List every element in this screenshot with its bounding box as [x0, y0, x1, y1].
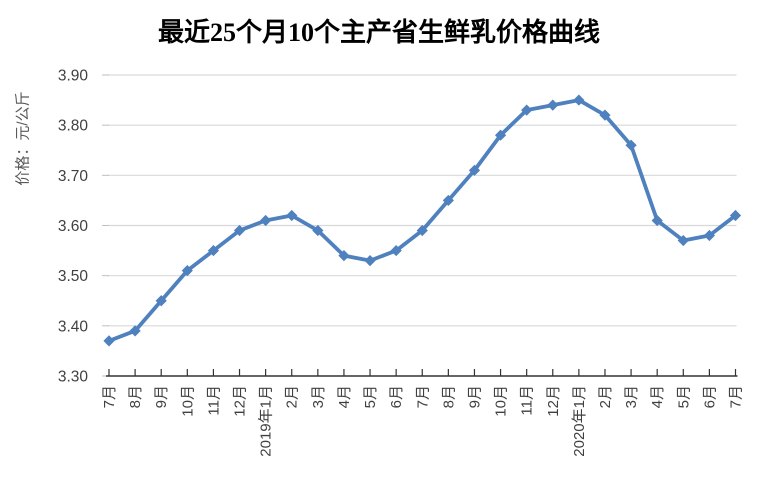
x-tick-label: 9月 [153, 385, 170, 408]
data-point-marker [390, 244, 402, 257]
x-tick-label: 2019年1月 [258, 385, 275, 457]
y-tick-label: 3.40 [58, 318, 89, 335]
x-tick-label: 12月 [545, 385, 562, 417]
x-tick-label: 8月 [127, 385, 144, 408]
x-tick-label: 4月 [649, 385, 666, 408]
y-tick-label: 3.70 [58, 168, 89, 185]
x-tick-label: 2月 [284, 385, 301, 408]
data-line [107, 98, 738, 343]
data-point-marker [155, 295, 167, 307]
x-tick-label: 2月 [597, 385, 614, 408]
data-point-marker [207, 244, 220, 257]
x-tick-label: 12月 [232, 385, 249, 417]
data-point-marker [442, 194, 454, 207]
data-point-marker [729, 209, 742, 222]
x-tick-label: 10月 [493, 385, 510, 417]
data-point-marker [364, 255, 376, 267]
x-tick-label: 6月 [701, 385, 718, 408]
x-tick-label: 5月 [675, 385, 692, 408]
y-tick-label: 3.50 [58, 268, 89, 285]
x-tick-label: 5月 [362, 385, 379, 408]
x-tick-label: 6月 [388, 385, 405, 408]
x-tick-label: 11月 [205, 385, 222, 416]
x-tick-label: 3月 [623, 385, 640, 408]
data-point-marker [599, 109, 611, 121]
data-point-marker [521, 104, 533, 116]
data-point-marker [181, 265, 193, 277]
x-tick-label: 9月 [466, 385, 483, 408]
data-point-marker [573, 94, 585, 106]
y-tick-label: 3.30 [58, 369, 89, 386]
y-tick-label: 3.80 [58, 118, 89, 135]
x-tick-label: 7月 [728, 385, 745, 408]
data-point-marker [547, 99, 559, 111]
x-tick-label: 8月 [440, 385, 457, 408]
x-tick-label: 10月 [179, 385, 196, 417]
data-point-marker [416, 224, 428, 237]
x-tick-label: 7月 [414, 385, 431, 408]
x-tick-label: 2020年1月 [571, 385, 588, 457]
data-point-marker [260, 214, 272, 227]
data-point-marker [703, 229, 715, 242]
data-point-marker [233, 224, 246, 237]
data-point-marker [338, 250, 350, 262]
x-tick-label: 7月 [101, 385, 118, 408]
data-point-marker [312, 224, 324, 237]
data-point-marker [286, 209, 298, 222]
y-tick-label: 3.90 [58, 68, 89, 85]
data-point-marker [129, 325, 141, 337]
data-point-marker [494, 129, 507, 141]
data-point-marker [625, 139, 637, 151]
x-tick-label: 4月 [336, 385, 353, 408]
y-tick-label: 3.60 [58, 218, 89, 235]
data-point-marker [651, 214, 663, 227]
data-point-marker [103, 335, 115, 347]
data-point-marker [468, 164, 481, 176]
x-tick-label: 3月 [310, 385, 327, 408]
x-tick-label: 11月 [519, 385, 536, 416]
chart-title: 最近25个月10个主产省生鲜乳价格曲线 [157, 18, 600, 47]
data-point-marker [677, 234, 689, 247]
